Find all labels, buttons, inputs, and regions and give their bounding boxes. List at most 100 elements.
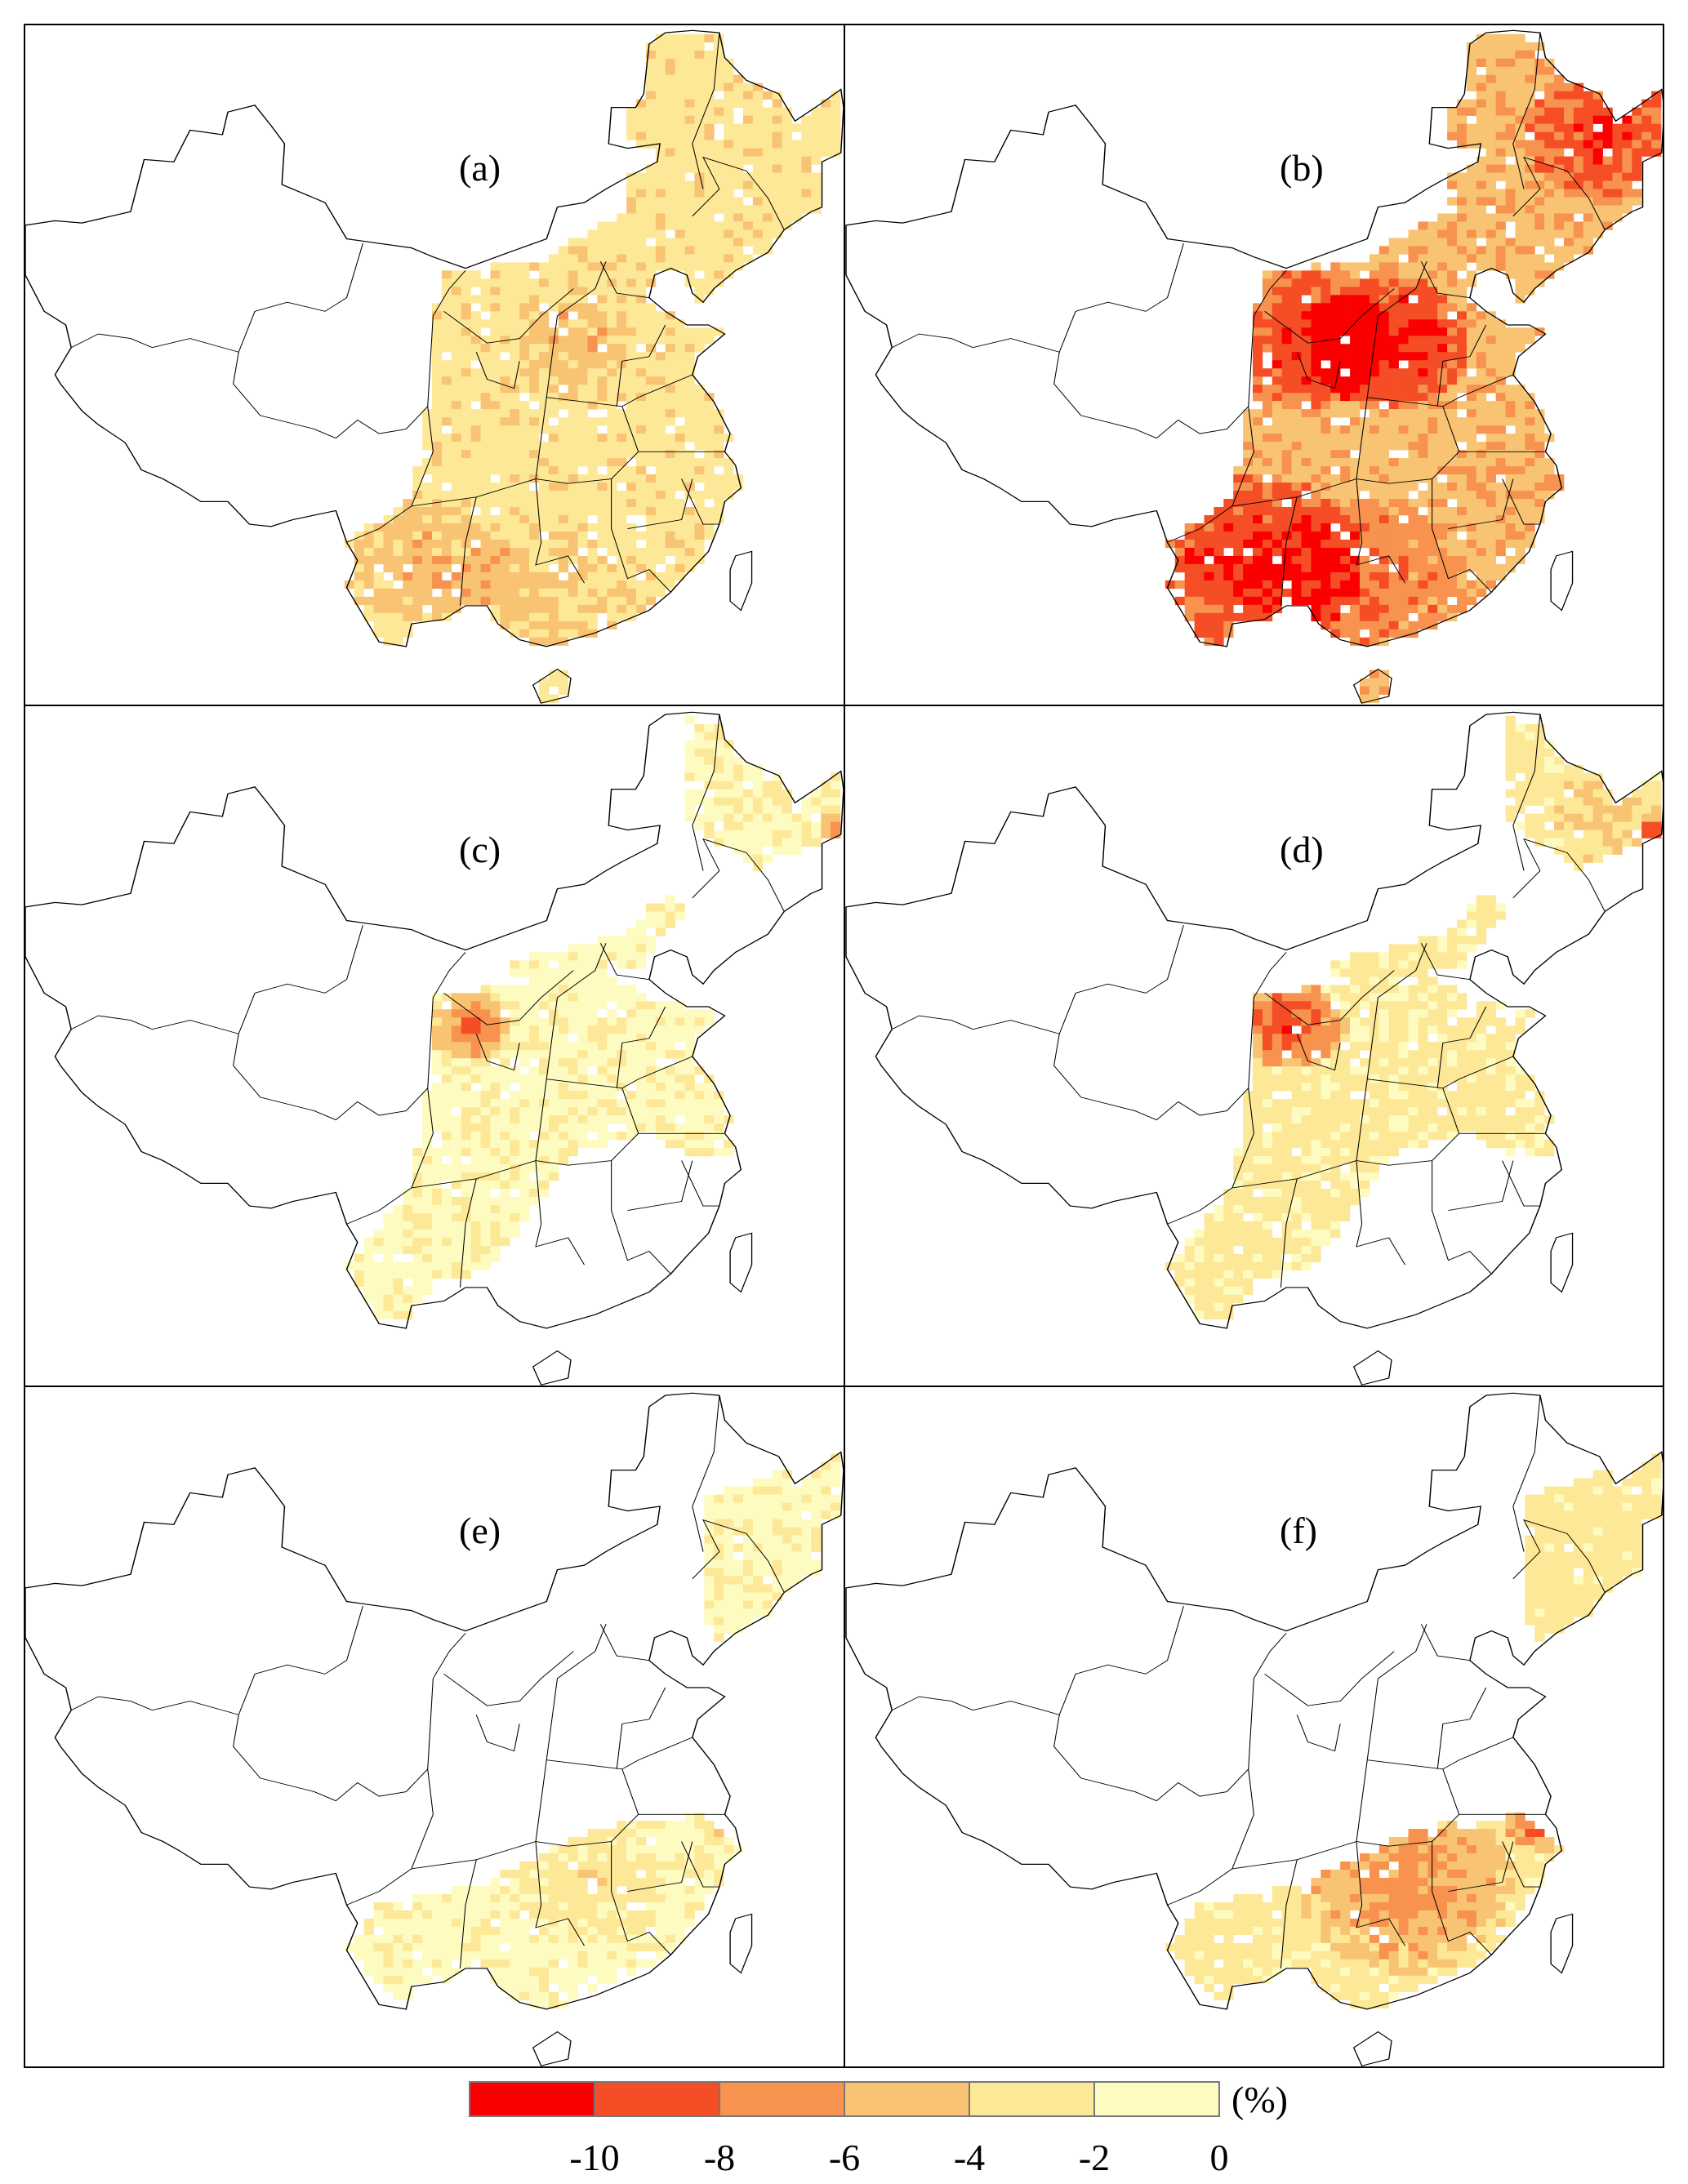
- grid-cell: [519, 1099, 530, 1108]
- grid-cell: [607, 221, 617, 230]
- grid-cell: [1262, 491, 1273, 500]
- grid-cell: [626, 927, 637, 936]
- grid-cell: [772, 781, 782, 790]
- grid-cell: [1388, 319, 1399, 328]
- grid-cell: [1204, 523, 1214, 532]
- grid-cell: [655, 434, 666, 443]
- grid-cell: [393, 1270, 403, 1279]
- grid-cell: [1214, 572, 1224, 581]
- grid-cell: [733, 821, 744, 830]
- grid-cell: [1632, 148, 1642, 157]
- grid-cell: [1330, 1066, 1341, 1075]
- grid-cell: [801, 830, 812, 838]
- grid-cell: [529, 1074, 540, 1083]
- grid-cell: [1447, 580, 1458, 589]
- grid-cell: [1408, 327, 1419, 336]
- grid-cell: [645, 491, 657, 500]
- grid-cell: [510, 393, 520, 402]
- grid-cell: [684, 1115, 695, 1124]
- grid-cell: [694, 344, 705, 353]
- island-taiwan: [729, 1232, 753, 1293]
- grid-cell: [451, 450, 462, 459]
- grid-cell: [1485, 368, 1496, 377]
- grid-cell: [538, 976, 550, 985]
- grid-cell: [772, 131, 782, 140]
- grid-cell: [1330, 580, 1341, 589]
- grid-cell: [1194, 1286, 1205, 1296]
- province-boundary: [621, 406, 725, 452]
- grid-cell: [587, 319, 598, 328]
- grid-cell: [704, 189, 715, 198]
- grid-cell: [1223, 563, 1234, 573]
- grid-cell: [1554, 221, 1565, 230]
- grid-cell: [1243, 450, 1254, 459]
- grid-cell: [714, 805, 724, 814]
- grid-cell: [714, 1091, 724, 1100]
- grid-cell: [1515, 197, 1525, 206]
- grid-cell: [597, 360, 608, 369]
- grid-cell: [1253, 450, 1263, 459]
- grid-cell: [704, 1115, 715, 1124]
- grid-cell: [519, 368, 530, 377]
- grid-cell: [1525, 42, 1535, 51]
- grid-cell: [354, 555, 365, 565]
- grid-cell: [1388, 262, 1399, 271]
- grid-cell: [1437, 336, 1448, 345]
- grid-cell: [510, 466, 520, 475]
- grid-cell: [558, 1025, 569, 1034]
- grid-cell: [1505, 205, 1516, 214]
- grid-cell: [577, 621, 588, 630]
- grid-cell: [1214, 1278, 1224, 1288]
- grid-cell: [617, 1001, 627, 1010]
- grid-cell: [383, 1212, 394, 1222]
- grid-cell: [373, 1229, 384, 1239]
- grid-cell: [1632, 140, 1642, 149]
- grid-cell: [461, 474, 471, 483]
- grid-cell: [1378, 588, 1390, 598]
- grid-cell: [1174, 1278, 1186, 1288]
- grid-cell: [1281, 311, 1292, 320]
- grid-cell: [558, 311, 569, 320]
- grid-cell: [1398, 278, 1409, 287]
- grid-cell: [558, 1132, 569, 1141]
- grid-cell: [1369, 637, 1380, 647]
- grid-cell: [597, 514, 608, 524]
- grid-cell: [1583, 213, 1594, 222]
- grid-cell: [1262, 539, 1273, 549]
- grid-cell: [811, 789, 822, 798]
- grid-cell: [510, 1099, 520, 1108]
- grid-cell: [1408, 401, 1419, 410]
- grid-cell: [577, 531, 588, 540]
- grid-cell: [665, 563, 675, 573]
- grid-cell: [607, 936, 617, 945]
- province-boundary: [1356, 451, 1460, 484]
- grid-cell: [1262, 499, 1273, 508]
- grid-cell: [626, 563, 637, 573]
- grid-cell: [1525, 213, 1535, 222]
- grid-cell: [733, 781, 744, 790]
- grid-cell: [645, 458, 657, 467]
- grid-cell: [1291, 491, 1302, 500]
- grid-cell: [1466, 588, 1477, 598]
- grid-cell: [1330, 1009, 1341, 1018]
- grid-cell: [1262, 336, 1273, 345]
- grid-cell: [1301, 1261, 1312, 1271]
- grid-cell: [1418, 425, 1428, 434]
- grid-cell: [1311, 425, 1321, 434]
- grid-cell: [607, 491, 617, 500]
- grid-cell: [733, 246, 744, 255]
- grid-cell: [510, 1123, 520, 1132]
- grid-cell: [1515, 254, 1525, 263]
- grid-cell: [694, 164, 705, 173]
- grid-cell: [1369, 393, 1380, 402]
- grid-cell: [538, 262, 550, 271]
- grid-cell: [1253, 1050, 1263, 1059]
- grid-cell: [1447, 604, 1458, 614]
- grid-cell: [704, 262, 715, 271]
- grid-cell: [1437, 483, 1448, 492]
- grid-cell: [772, 838, 782, 847]
- grid-cell: [1505, 33, 1516, 43]
- grid-cell: [1457, 172, 1468, 181]
- grid-cell: [1321, 1058, 1331, 1067]
- grid-cell: [1437, 368, 1448, 377]
